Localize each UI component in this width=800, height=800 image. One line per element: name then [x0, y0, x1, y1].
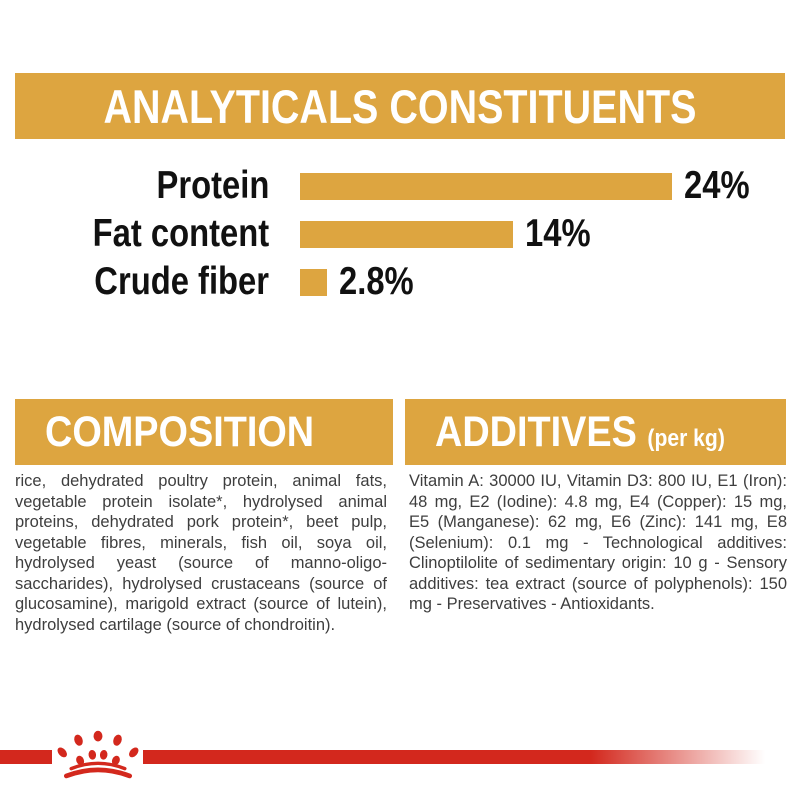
- chart-value-label: 24%: [684, 164, 750, 207]
- chart-bar: [300, 268, 327, 296]
- additives-title: ADDITIVES: [435, 407, 637, 456]
- composition-text: rice, dehydrated poultry protein, animal…: [15, 472, 387, 634]
- chart-category-label: Crude fiber: [94, 260, 269, 303]
- additives-banner: ADDITIVES (per kg): [405, 399, 786, 465]
- chart-row: Crude fiber 2.8%: [0, 258, 800, 306]
- chart-row: Protein 24%: [0, 162, 800, 210]
- composition-banner: COMPOSITION: [15, 399, 393, 465]
- additives-text: Vitamin A: 30000 IU, Vitamin D3: 800 IU,…: [409, 472, 787, 613]
- chart-bar: [300, 220, 513, 248]
- analytical-constituents-title: ANALYTICALS CONSTITUENTS: [103, 79, 697, 133]
- footer-stripe-right: [143, 750, 765, 764]
- additives-per-kg-label: (per kg): [647, 424, 725, 452]
- chart-category-label: Protein: [156, 164, 269, 207]
- royal-canin-crown-logo: [57, 730, 139, 779]
- analytical-constituents-banner: ANALYTICALS CONSTITUENTS: [15, 73, 785, 139]
- chart-row: Fat content 14%: [0, 210, 800, 258]
- chart-value-label: 14%: [525, 212, 591, 255]
- chart-category-label: Fat content: [92, 212, 269, 255]
- composition-title: COMPOSITION: [45, 407, 315, 456]
- footer-stripe-left: [0, 750, 52, 764]
- chart-bar: [300, 172, 672, 200]
- nutrition-bar-chart: Protein 24% Fat content 14% Crude fiber 2.8%: [0, 162, 800, 306]
- chart-value-label: 2.8%: [339, 260, 414, 303]
